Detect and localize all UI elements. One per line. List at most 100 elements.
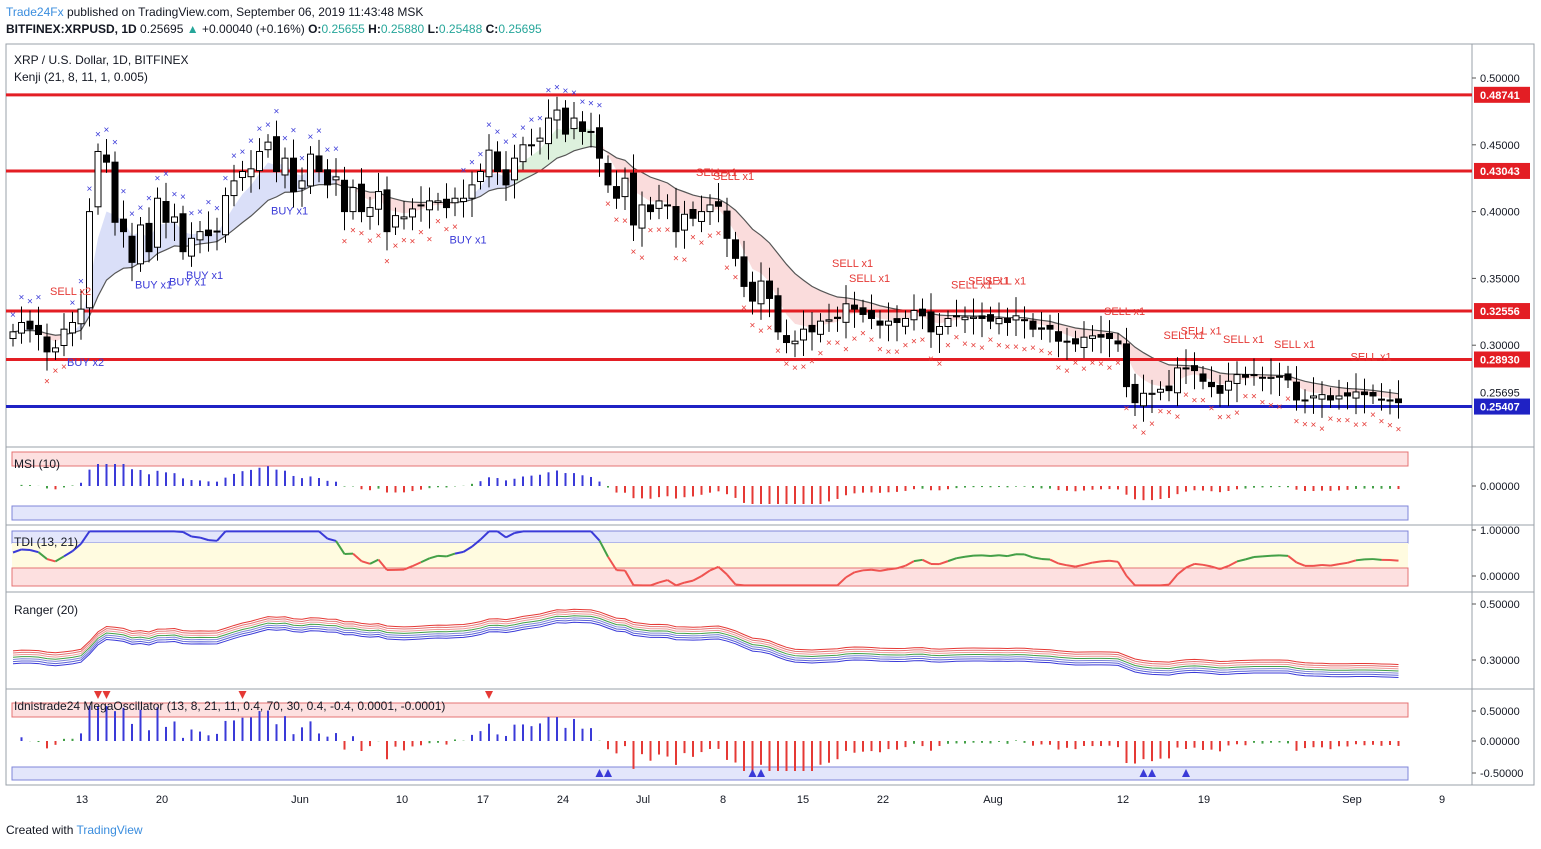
- candle-body: [553, 109, 561, 121]
- marker-x: ×: [724, 263, 730, 274]
- candle-body: [834, 316, 841, 319]
- marker-x: ×: [937, 359, 943, 370]
- marker-x: ×: [920, 335, 926, 346]
- candle-body: [893, 318, 901, 323]
- marker-x: ×: [1166, 407, 1172, 418]
- signal-label: BUY x1: [186, 270, 223, 282]
- marker-x: ×: [1183, 390, 1189, 401]
- tdi-line: [1032, 556, 1042, 560]
- marker-x: ×: [104, 125, 110, 136]
- tdi-line: [71, 543, 82, 552]
- candle-body: [417, 204, 425, 207]
- kenji-cloud: [659, 179, 668, 203]
- candle-body: [324, 169, 331, 186]
- candle-body: [1182, 367, 1190, 370]
- candle-body: [851, 304, 858, 310]
- marker-x: ×: [1013, 342, 1019, 353]
- marker-x: ×: [172, 190, 178, 201]
- high-value: 0.25880: [380, 22, 425, 36]
- candle-body: [528, 144, 535, 147]
- candle-body: [604, 162, 612, 186]
- marker-x: ×: [240, 147, 246, 158]
- marker-x: ×: [529, 115, 535, 126]
- signal-label: SELL x1: [713, 171, 754, 183]
- marker-x: ×: [869, 335, 875, 346]
- marker-x: ×: [750, 320, 756, 331]
- marker-x: ×: [843, 344, 849, 355]
- tdi-line: [462, 545, 473, 553]
- time-tick-label: 10: [396, 794, 408, 806]
- marker-x: ×: [622, 216, 628, 227]
- candle-body: [1080, 336, 1088, 348]
- tdi-line: [420, 557, 430, 564]
- tdi-line: [1253, 555, 1263, 559]
- kenji-cloud: [234, 194, 243, 230]
- marker-x: ×: [70, 298, 76, 309]
- tdi-lower-band: [11, 567, 1409, 587]
- tdi-line: [700, 569, 711, 577]
- footer: Created with TradingView: [6, 823, 143, 837]
- candle-body: [647, 204, 654, 213]
- kenji-cloud: [1390, 392, 1399, 400]
- candle-body: [749, 281, 756, 302]
- marker-x: ×: [1149, 419, 1155, 430]
- marker-x: ×: [1268, 400, 1274, 411]
- pane-tick-label: 1.00000: [1480, 525, 1520, 537]
- signal-label: SELL x1: [1351, 352, 1392, 364]
- publisher-link[interactable]: Trade24Fx: [6, 5, 64, 19]
- candle-body: [86, 211, 93, 309]
- signal-label: SELL x1: [1164, 330, 1205, 342]
- ranger-line: [12, 613, 1399, 670]
- kenji-cloud: [242, 185, 251, 223]
- time-tick-label: 12: [1117, 794, 1129, 806]
- kenji-cloud: [531, 149, 540, 176]
- candle-body: [842, 303, 850, 323]
- candle-body: [978, 315, 986, 319]
- marker-x: ×: [146, 193, 152, 204]
- marker-x: ×: [367, 236, 373, 247]
- tdi-line: [327, 537, 337, 542]
- candle-body: [247, 168, 255, 178]
- marker-x: ×: [1396, 425, 1402, 436]
- candle-body: [111, 161, 119, 223]
- candle-body: [1157, 388, 1164, 393]
- tradingview-logo[interactable]: TradingView: [76, 823, 143, 837]
- marker-x: ×: [1064, 366, 1070, 377]
- candle-body: [536, 137, 544, 142]
- candle-body: [868, 310, 875, 319]
- kenji-cloud: [1050, 321, 1059, 332]
- candle-body: [375, 191, 382, 210]
- tdi-line: [1296, 561, 1306, 567]
- tdi-line: [208, 539, 218, 542]
- close-value: 0.25695: [498, 22, 542, 36]
- kenji-cloud: [166, 221, 175, 250]
- marker-x: ×: [673, 254, 679, 265]
- tdi-line: [454, 550, 464, 555]
- marker-x: ×: [444, 224, 450, 235]
- tdi-line: [1117, 561, 1128, 577]
- marker-x: ×: [87, 184, 93, 195]
- signal-label: BUY x1: [135, 279, 172, 291]
- marker-x: ×: [248, 136, 254, 147]
- tdi-line: [1024, 553, 1034, 559]
- candle-body: [171, 216, 178, 223]
- mega-lower-band: [11, 766, 1409, 781]
- tdi-line: [318, 530, 329, 540]
- candle-body: [1284, 373, 1292, 381]
- pane-frame: [5, 688, 1535, 786]
- tdi-line: [879, 568, 889, 572]
- marker-x: ×: [784, 359, 790, 370]
- candle-body: [205, 229, 212, 237]
- candle-body: [485, 149, 493, 178]
- last-price-label: 0.25695: [1480, 388, 1520, 400]
- signal-label: BUY x1: [271, 205, 308, 217]
- candle-body: [1259, 376, 1266, 379]
- tdi-line: [216, 530, 227, 542]
- tdi-mid-band: [12, 543, 1408, 568]
- marker-x: ×: [928, 354, 934, 365]
- tdi-line: [666, 579, 677, 587]
- published-text: published on TradingView.com, September …: [66, 5, 424, 19]
- time-tick-label: Aug: [983, 794, 1003, 806]
- marker-x: ×: [308, 132, 314, 143]
